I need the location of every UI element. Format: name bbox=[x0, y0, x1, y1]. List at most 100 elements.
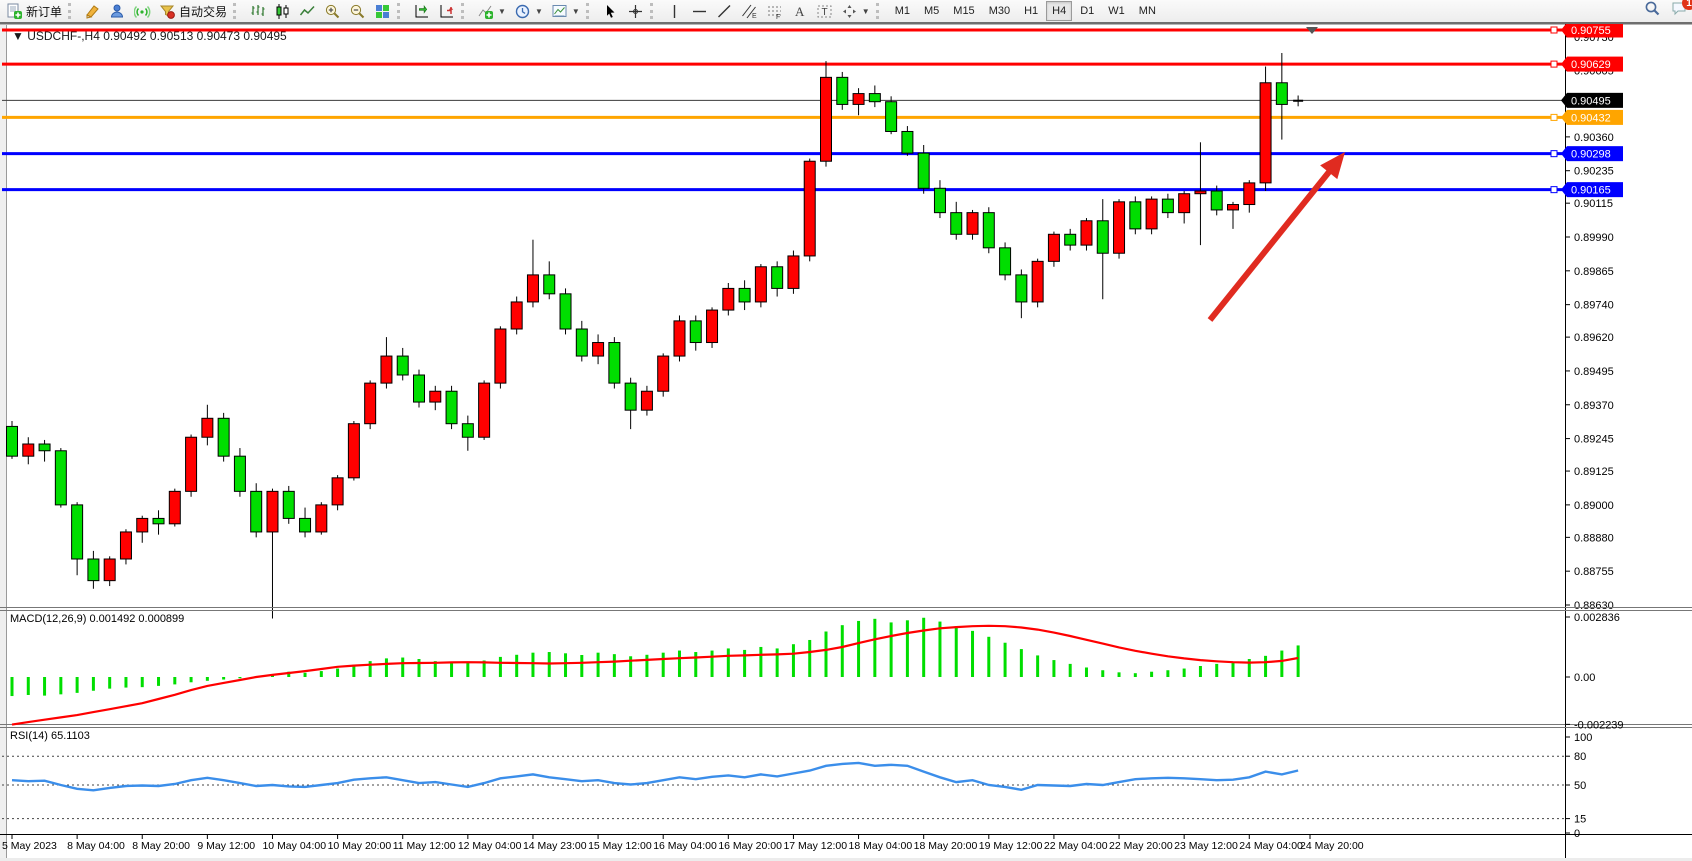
rsi-label: RSI(14) 65.1103 bbox=[10, 730, 90, 742]
new-order-button[interactable]: 新订单 bbox=[2, 0, 66, 22]
resistance-line-1-price-badge: 0.90755 bbox=[1561, 22, 1623, 38]
arrows-button[interactable]: ▼ bbox=[837, 0, 874, 22]
timeframe-button-h1[interactable]: H1 bbox=[1024, 5, 1039, 17]
chart-shift-button[interactable] bbox=[434, 0, 459, 22]
svg-text:12 May 04:00: 12 May 04:00 bbox=[458, 840, 522, 852]
main-price-pane[interactable]: ▼ USDCHF-,H4 0.90492 0.90513 0.90473 0.9… bbox=[2, 26, 1565, 619]
timeframe-button-m30[interactable]: M30 bbox=[988, 5, 1011, 17]
toolbar-separator bbox=[68, 3, 78, 19]
svg-text:10 May 20:00: 10 May 20:00 bbox=[328, 840, 392, 852]
svg-text:0.88630: 0.88630 bbox=[1574, 600, 1614, 612]
timeframe-button-w1[interactable]: W1 bbox=[1108, 5, 1125, 17]
dropdown-caret-icon: ▼ bbox=[861, 6, 870, 16]
support-line-2-price-badge: 0.90165 bbox=[1561, 182, 1623, 198]
macd-signal-line bbox=[11, 624, 1299, 726]
timeframe-button-mn[interactable]: MN bbox=[1138, 5, 1156, 17]
crosshair-button[interactable] bbox=[623, 0, 648, 22]
zoom-in-icon bbox=[324, 3, 341, 20]
timeframe-button-m15[interactable]: M15 bbox=[953, 5, 975, 17]
marker-button[interactable] bbox=[80, 0, 105, 22]
resistance-line-1[interactable] bbox=[2, 26, 1565, 34]
resistance-line-2-price-badge: 0.90629 bbox=[1561, 56, 1623, 72]
vertical-line-button[interactable] bbox=[662, 0, 687, 22]
indicators-button[interactable]: ▼ bbox=[473, 0, 510, 22]
svg-text:16 May 04:00: 16 May 04:00 bbox=[653, 840, 717, 852]
svg-text:0.88755: 0.88755 bbox=[1574, 566, 1614, 578]
svg-text:15 May 12:00: 15 May 12:00 bbox=[588, 840, 652, 852]
trendline-button[interactable] bbox=[712, 0, 737, 22]
cursor-icon bbox=[602, 3, 619, 20]
auto-scroll-button[interactable] bbox=[409, 0, 434, 22]
tile-windows-button[interactable] bbox=[370, 0, 395, 22]
svg-text:14 May 23:00: 14 May 23:00 bbox=[523, 840, 587, 852]
current-price-line-price-badge: 0.90495 bbox=[1561, 92, 1623, 108]
templates-button[interactable]: ▼ bbox=[547, 0, 584, 22]
text-label-button[interactable]: T bbox=[812, 0, 837, 22]
chat-button[interactable]: 1 bbox=[1671, 0, 1692, 22]
macd-pane[interactable]: MACD(12,26,9) 0.001492 0.000899 0.002836 0… bbox=[10, 612, 1624, 731]
svg-text:0.89620: 0.89620 bbox=[1574, 332, 1614, 344]
timeframe-button-h4[interactable]: H4 bbox=[1046, 1, 1073, 21]
svg-text:0.89245: 0.89245 bbox=[1574, 434, 1614, 446]
autotrading-button[interactable]: 自动交易 bbox=[155, 0, 231, 22]
periods-button[interactable]: ▼ bbox=[510, 0, 547, 22]
equidistant-channel-button[interactable]: E bbox=[737, 0, 762, 22]
support-line-2[interactable] bbox=[2, 186, 1565, 194]
chart-shift-marker[interactable] bbox=[1306, 27, 1318, 34]
orange-level-line[interactable] bbox=[2, 113, 1565, 121]
svg-text:0.89370: 0.89370 bbox=[1574, 400, 1614, 412]
marker-icon bbox=[84, 3, 101, 20]
hline-icon bbox=[691, 3, 708, 20]
svg-text:0.90495: 0.90495 bbox=[1571, 95, 1611, 107]
svg-text:0.89865: 0.89865 bbox=[1574, 266, 1614, 278]
rsi-pane[interactable]: RSI(14) 65.1103 100 80 50 15 0 bbox=[2, 730, 1592, 840]
support-line-1[interactable] bbox=[2, 150, 1565, 158]
svg-text:0.89000: 0.89000 bbox=[1574, 500, 1614, 512]
svg-text:0.90360: 0.90360 bbox=[1574, 132, 1614, 144]
svg-text:-0.002239: -0.002239 bbox=[1574, 719, 1624, 731]
text-button[interactable]: A bbox=[787, 0, 812, 22]
svg-text:22 May 20:00: 22 May 20:00 bbox=[1109, 840, 1173, 852]
zoom-in-button[interactable] bbox=[320, 0, 345, 22]
svg-text:0.90755: 0.90755 bbox=[1571, 25, 1611, 37]
svg-text:5 May 2023: 5 May 2023 bbox=[2, 840, 57, 852]
resistance-line-2[interactable] bbox=[2, 60, 1565, 68]
toolbar-separator bbox=[397, 3, 407, 19]
candlestick-chart-button[interactable] bbox=[270, 0, 295, 22]
chart-canvas[interactable]: ▼ USDCHF-,H4 0.90492 0.90513 0.90473 0.9… bbox=[0, 22, 1692, 861]
time-axis: 5 May 2023 8 May 04:00 8 May 20:00 9 May 12… bbox=[2, 835, 1364, 852]
new-order-icon bbox=[6, 3, 23, 20]
trend-arrow[interactable] bbox=[1207, 152, 1345, 322]
bar-chart-icon bbox=[249, 3, 266, 20]
svg-text:9 May 12:00: 9 May 12:00 bbox=[197, 840, 255, 852]
svg-text:0.90115: 0.90115 bbox=[1574, 198, 1613, 210]
fibonacci-button[interactable]: F bbox=[762, 0, 787, 22]
toolbar: 新订单 自动交易 ▼ ▼ ▼ E F A T ▼ M1 M5 M15 M30 H1 H4 D1 W1 MN 1 bbox=[0, 0, 1692, 24]
search-button[interactable] bbox=[1644, 0, 1661, 22]
svg-text:0.89125: 0.89125 bbox=[1574, 466, 1614, 478]
svg-text:24 May 20:00: 24 May 20:00 bbox=[1300, 840, 1364, 852]
svg-text:50: 50 bbox=[1574, 780, 1586, 792]
signals-button[interactable] bbox=[130, 0, 155, 22]
cursor-button[interactable] bbox=[598, 0, 623, 22]
bar-chart-button[interactable] bbox=[245, 0, 270, 22]
timeframe-button-m1[interactable]: M1 bbox=[894, 5, 910, 17]
support-line-1-price-badge: 0.90298 bbox=[1561, 146, 1623, 162]
horizontal-line-button[interactable] bbox=[687, 0, 712, 22]
toolbar-separator bbox=[233, 3, 243, 19]
svg-text:8 May 04:00: 8 May 04:00 bbox=[67, 840, 125, 852]
toolbar-separator bbox=[649, 3, 660, 19]
indicators-icon bbox=[477, 3, 494, 20]
timeframe-button-m5[interactable]: M5 bbox=[924, 5, 940, 17]
svg-text:E: E bbox=[752, 13, 757, 20]
svg-text:0.90629: 0.90629 bbox=[1571, 59, 1611, 71]
svg-text:0.00: 0.00 bbox=[1574, 672, 1595, 684]
zoom-out-button[interactable] bbox=[345, 0, 370, 22]
community-button[interactable] bbox=[105, 0, 130, 22]
zoom-out-icon bbox=[349, 3, 366, 20]
toolbar-separator bbox=[875, 3, 886, 19]
svg-text:0.88880: 0.88880 bbox=[1574, 532, 1614, 544]
line-chart-button[interactable] bbox=[295, 0, 320, 22]
chart-window[interactable]: ▼ USDCHF-,H4 0.90492 0.90513 0.90473 0.9… bbox=[0, 22, 1692, 861]
timeframe-button-d1[interactable]: D1 bbox=[1080, 5, 1095, 17]
